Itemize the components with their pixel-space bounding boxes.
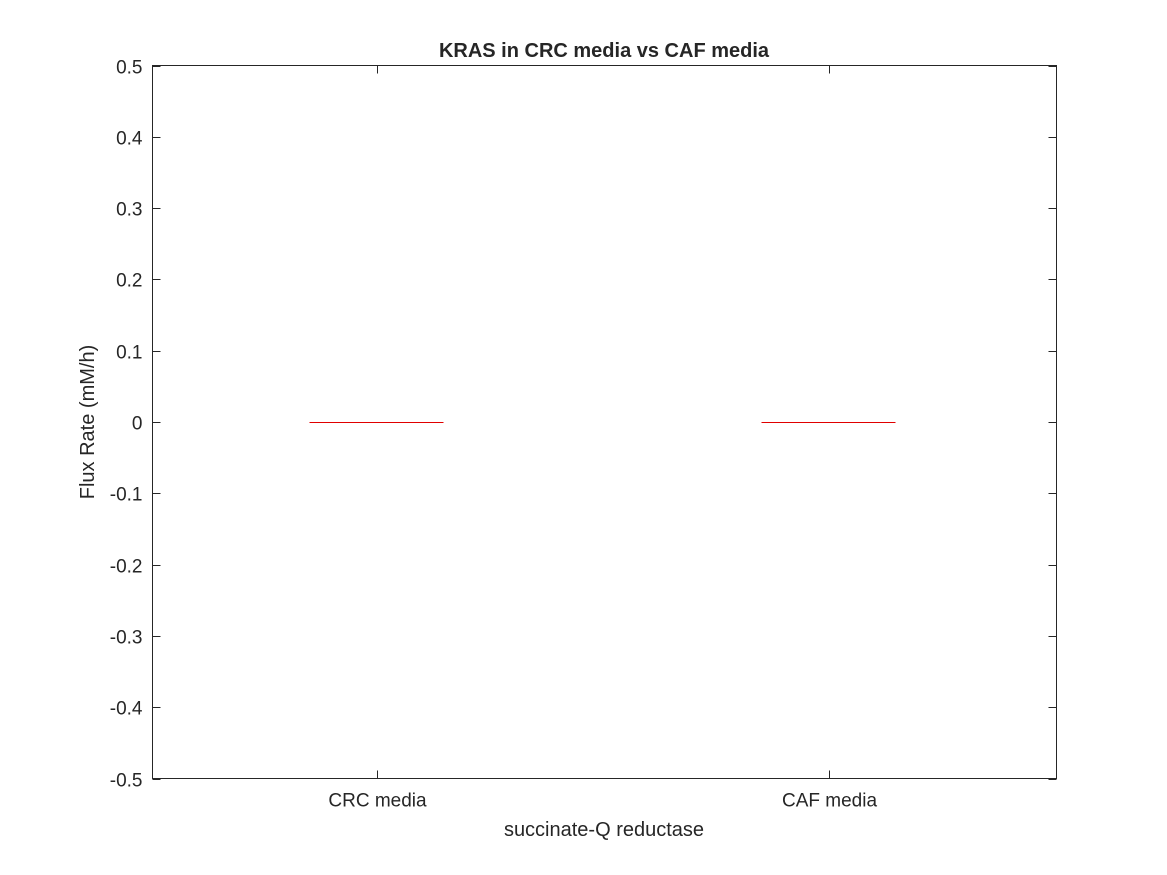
plot-area (152, 65, 1057, 779)
y-tick-label: -0.5 (110, 771, 143, 792)
y-axis-label: Flux Rate (mM/h) (77, 345, 99, 499)
y-tick-label: -0.4 (110, 699, 143, 720)
y-tick-label: -0.1 (110, 485, 143, 506)
y-tick-label: 0 (132, 414, 143, 435)
x-tick-label: CAF media (782, 791, 877, 812)
x-axis-label: succinate-Q reductase (504, 819, 704, 841)
y-tick-label: -0.3 (110, 628, 143, 649)
y-tick-label: 0.1 (116, 343, 142, 364)
y-tick-label: 0.3 (116, 200, 142, 221)
y-tick-label: 0.5 (116, 58, 142, 79)
y-tick-label: -0.2 (110, 557, 143, 578)
y-tick-label: 0.2 (116, 271, 142, 292)
y-axis: -0.5 -0.4 -0.3 -0.2 -0.1 0 0.1 0.2 0.3 0.4 0.5 (110, 58, 1057, 792)
y-tick-label: 0.4 (116, 129, 143, 150)
chart-title: KRAS in CRC media vs CAF media (439, 40, 770, 62)
x-tick-label: CRC media (328, 791, 427, 812)
x-axis: CRC media CAF media (328, 65, 877, 812)
